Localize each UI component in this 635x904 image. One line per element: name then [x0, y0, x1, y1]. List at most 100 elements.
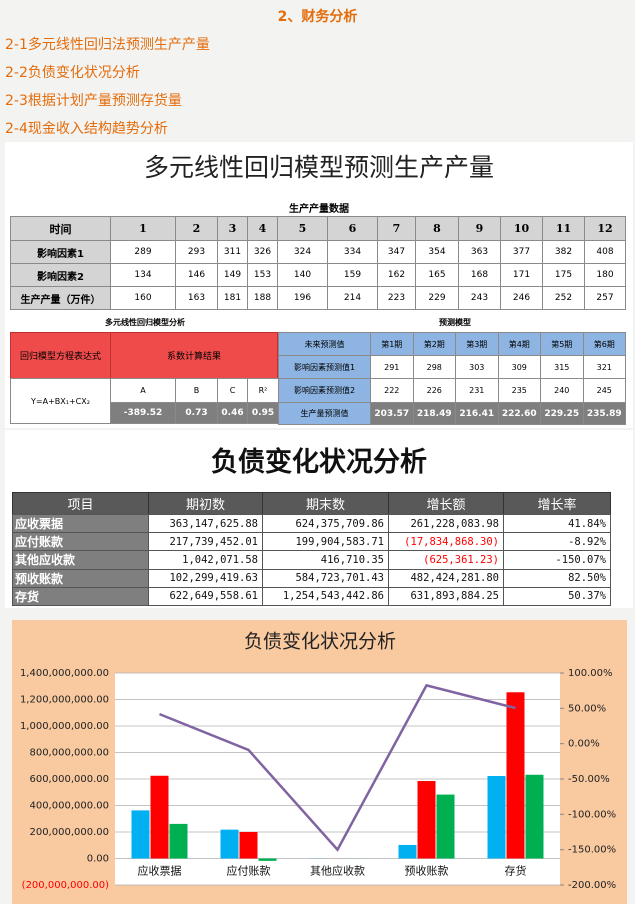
coef-value: 0.46 [217, 402, 248, 424]
data-cell: 408 [584, 240, 626, 264]
forecast-cell: 315 [540, 355, 584, 379]
row-label: 预收账款 [12, 568, 149, 588]
header-cell: 6 [327, 216, 378, 241]
data-cell: 223 [377, 286, 416, 310]
y2-tick-label: -100.00% [568, 809, 616, 820]
y-tick-label: 400,000,000.00 [29, 801, 109, 812]
data-cell: 165 [415, 263, 459, 287]
bar [239, 832, 258, 859]
coef-name: R² [247, 378, 279, 403]
data-cell: 146 [175, 263, 218, 287]
forecast-header: 第5期 [540, 332, 584, 356]
coef-name: A [110, 378, 176, 403]
data-cell: 584,723,701.43 [262, 568, 389, 588]
forecast-label: 影响因素预测值2 [278, 378, 371, 403]
y2-tick-label: -200.00% [568, 880, 616, 891]
header-cell: 5 [277, 216, 328, 241]
row-label: 其他应收款 [12, 550, 149, 570]
header-cell: 7 [377, 216, 416, 241]
forecast-cell: 222.60 [497, 402, 541, 425]
data-cell: 347 [377, 240, 416, 264]
forecast-cell: 222 [370, 378, 414, 403]
header-cell: 4 [247, 216, 278, 241]
forecast-label: 影响因素预测值1 [278, 355, 371, 379]
nav-link[interactable]: 2-4现金收入结构趋势分析 [5, 121, 168, 137]
nav-link[interactable]: 2-1多元线性回归法预测生产产量 [5, 37, 210, 53]
forecast-header: 第6期 [582, 332, 626, 356]
nav-link[interactable]: 2-2负债变化状况分析 [5, 65, 140, 81]
forecast-cell: 218.49 [412, 402, 456, 425]
header-cell: 9 [458, 216, 501, 241]
forecast-cell: 231 [455, 378, 499, 403]
y2-tick-label: 0.00% [568, 739, 600, 750]
data-cell: 149 [217, 263, 248, 287]
data-cell: 82.50% [503, 568, 611, 588]
forecast-cell: 229.25 [540, 402, 584, 425]
data-cell: 140 [277, 263, 328, 287]
data-cell: 181 [217, 286, 248, 310]
data-cell: (17,834,868.30) [388, 532, 504, 552]
coef-name: B [175, 378, 218, 403]
data-cell: 188 [247, 286, 278, 310]
data-cell: -150.07% [503, 550, 611, 570]
data-cell: 482,424,281.80 [388, 568, 504, 588]
y-tick-label: 200,000,000.00 [29, 827, 109, 838]
x-tick-label: 其他应收款 [310, 864, 365, 878]
forecast-label: 生产量预测值 [278, 402, 371, 425]
y-tick-label: 1,200,000,000.00 [20, 695, 109, 706]
data-cell: 622,649,558.61 [148, 586, 263, 606]
data-cell: 289 [110, 240, 176, 264]
data-cell: 246 [500, 286, 543, 310]
forecast-cell: 245 [582, 378, 626, 403]
header-cell: 8 [415, 216, 459, 241]
section-title: 2、财务分析 [277, 9, 358, 25]
y-tick-label: 0.00 [87, 854, 109, 865]
nav-link[interactable]: 2-3根据计划产量预测存货量 [5, 93, 182, 109]
y-tick-label: 600,000,000.00 [29, 774, 109, 785]
data-cell: 377 [500, 240, 543, 264]
forecast-cell: 216.41 [455, 402, 499, 425]
bar [131, 810, 150, 859]
row-label: 应付账款 [12, 532, 149, 552]
data-cell: 162 [377, 263, 416, 287]
forecast-header: 第2期 [412, 332, 456, 356]
data-cell: 180 [584, 263, 626, 287]
bar [525, 774, 544, 859]
regression-title: 多元线性回归模型预测生产产量 [143, 153, 494, 182]
coef-name: C [217, 378, 248, 403]
data-cell: 631,893,884.25 [388, 586, 504, 606]
x-tick-label: 存货 [505, 864, 527, 878]
forecast-cell: 303 [455, 355, 499, 379]
table-title: 生产产量数据 [289, 203, 349, 215]
equation-header: 回归模型方程表达式 [10, 332, 111, 379]
y2-tick-label: -150.00% [568, 845, 616, 856]
forecast-cell: 235 [497, 378, 541, 403]
data-cell: -8.92% [503, 532, 611, 552]
header-cell: 期末数 [262, 492, 389, 515]
forecast-header: 第1期 [370, 332, 414, 356]
bar [417, 781, 436, 859]
data-cell: 243 [458, 286, 501, 310]
bar [258, 858, 277, 861]
row-label: 影响因素2 [10, 263, 111, 287]
bar [220, 829, 239, 859]
y2-tick-label: 50.00% [568, 703, 606, 714]
data-cell: 382 [542, 240, 585, 264]
x-tick-label: 应付账款 [227, 864, 271, 878]
header-cell: 增长额 [388, 492, 504, 515]
row-label: 存货 [12, 586, 149, 606]
row-label: 生产产量（万件） [10, 286, 111, 310]
chart-title: 负债变化状况分析 [244, 631, 396, 653]
y2-tick-label: 100.00% [568, 668, 613, 679]
data-cell: 196 [277, 286, 328, 310]
y-tick-label: 1,400,000,000.00 [20, 668, 109, 679]
row-label: 影响因素1 [10, 240, 111, 264]
data-cell: 324 [277, 240, 328, 264]
forecast-cell: 240 [540, 378, 584, 403]
data-cell: 293 [175, 240, 218, 264]
data-cell: 159 [327, 263, 378, 287]
forecast-cell: 321 [582, 355, 626, 379]
data-cell: 229 [415, 286, 459, 310]
data-cell: 50.37% [503, 586, 611, 606]
data-cell: (625,361.23) [388, 550, 504, 570]
